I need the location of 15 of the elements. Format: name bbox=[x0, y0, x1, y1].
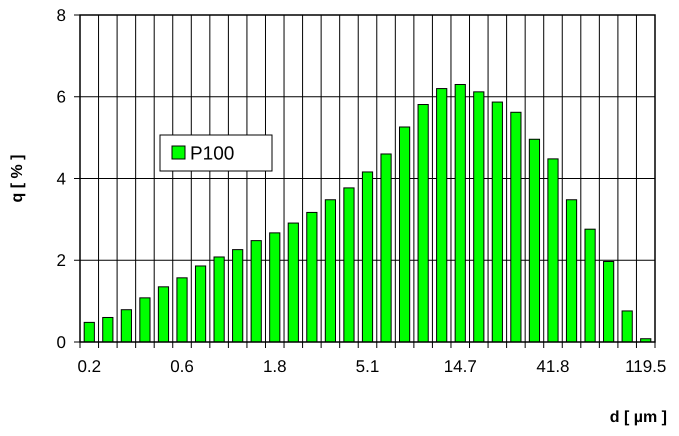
x-tick-label: 41.8 bbox=[536, 357, 570, 376]
x-tick-label: 14.7 bbox=[444, 357, 477, 376]
y-axis-title: q [ % ] bbox=[9, 154, 26, 202]
y-tick-label: 0 bbox=[56, 332, 66, 352]
y-tick-label: 8 bbox=[56, 6, 66, 25]
x-tick-label: 0.2 bbox=[77, 357, 102, 376]
x-tick-label: 119.5 bbox=[625, 357, 666, 376]
y-tick-label: 6 bbox=[56, 88, 66, 107]
y-tick-label: 4 bbox=[56, 169, 66, 188]
x-tick-label: 1.8 bbox=[262, 357, 287, 376]
x-tick-label: 5.1 bbox=[356, 357, 380, 376]
x-tick-label: 0.6 bbox=[170, 357, 194, 376]
y-tick-label: 2 bbox=[56, 251, 66, 270]
x-axis-title: d [ µm ] bbox=[610, 409, 667, 426]
legend-label: P100 bbox=[190, 144, 234, 165]
